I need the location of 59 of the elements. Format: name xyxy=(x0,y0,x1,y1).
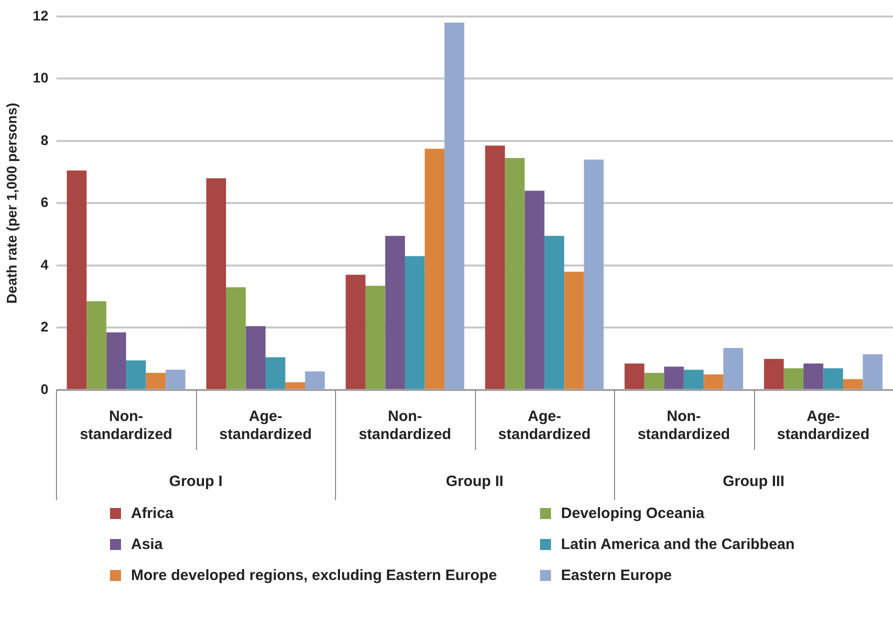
bar xyxy=(544,236,564,389)
text: Group III xyxy=(722,473,784,490)
bar xyxy=(784,368,804,389)
x-tick-label: Age-standardized xyxy=(498,408,591,444)
bar xyxy=(664,366,684,389)
bar xyxy=(485,146,505,389)
y-tick-label: 10 xyxy=(32,70,49,86)
legend-label: Developing Oceania xyxy=(561,505,704,522)
bar xyxy=(564,272,584,389)
bar xyxy=(346,274,366,389)
legend-label: Asia xyxy=(131,536,163,553)
bar xyxy=(226,287,246,389)
y-tick-label: 4 xyxy=(40,256,49,272)
bar xyxy=(862,354,883,389)
bar xyxy=(106,332,126,389)
x-tick-label: Non-standardized xyxy=(638,408,730,444)
bar xyxy=(285,382,306,389)
bar xyxy=(764,358,784,389)
bar xyxy=(126,360,146,389)
legend-label: Africa xyxy=(131,505,174,522)
x-tick-label: Age-standardized xyxy=(219,408,312,444)
bar xyxy=(424,148,444,389)
bar xyxy=(206,178,226,389)
text: Group I xyxy=(169,473,222,490)
bar xyxy=(723,348,744,389)
bar xyxy=(584,160,604,389)
y-tick-label: 8 xyxy=(40,132,49,148)
bar xyxy=(246,326,266,389)
y-axis-title: Death rate (per 1,000 persons) xyxy=(3,102,20,304)
bar xyxy=(166,370,186,389)
y-tick-label: 2 xyxy=(40,318,49,335)
bar xyxy=(804,364,824,389)
bar xyxy=(305,371,325,389)
bar xyxy=(704,374,724,389)
bar xyxy=(684,370,704,389)
y-tick-label: 0 xyxy=(40,380,49,397)
x-tick-label: Non-standardized xyxy=(80,408,172,444)
bar xyxy=(146,372,166,389)
bar xyxy=(823,368,844,389)
x-tick-label: Non-standardized xyxy=(358,408,452,444)
bar xyxy=(524,190,544,389)
legend-label: More developed regions, excluding Eastern Europe xyxy=(131,567,497,584)
bar xyxy=(504,158,525,389)
x-tick-label: Age-standardized xyxy=(777,408,870,444)
bar xyxy=(86,301,106,389)
bar xyxy=(444,22,464,389)
bar xyxy=(404,256,425,389)
legend-label: Eastern Europe xyxy=(561,567,672,584)
bar xyxy=(843,379,863,389)
bar xyxy=(365,286,386,389)
bar xyxy=(624,364,644,389)
bar xyxy=(266,357,286,389)
y-tick-label: 6 xyxy=(40,194,49,210)
y-tick-label: 12 xyxy=(32,7,49,24)
bar xyxy=(66,170,87,389)
text: Group II xyxy=(446,473,504,490)
bar xyxy=(644,372,664,389)
legend-label: Latin America and the Caribbean xyxy=(561,536,795,553)
bar xyxy=(385,236,405,389)
